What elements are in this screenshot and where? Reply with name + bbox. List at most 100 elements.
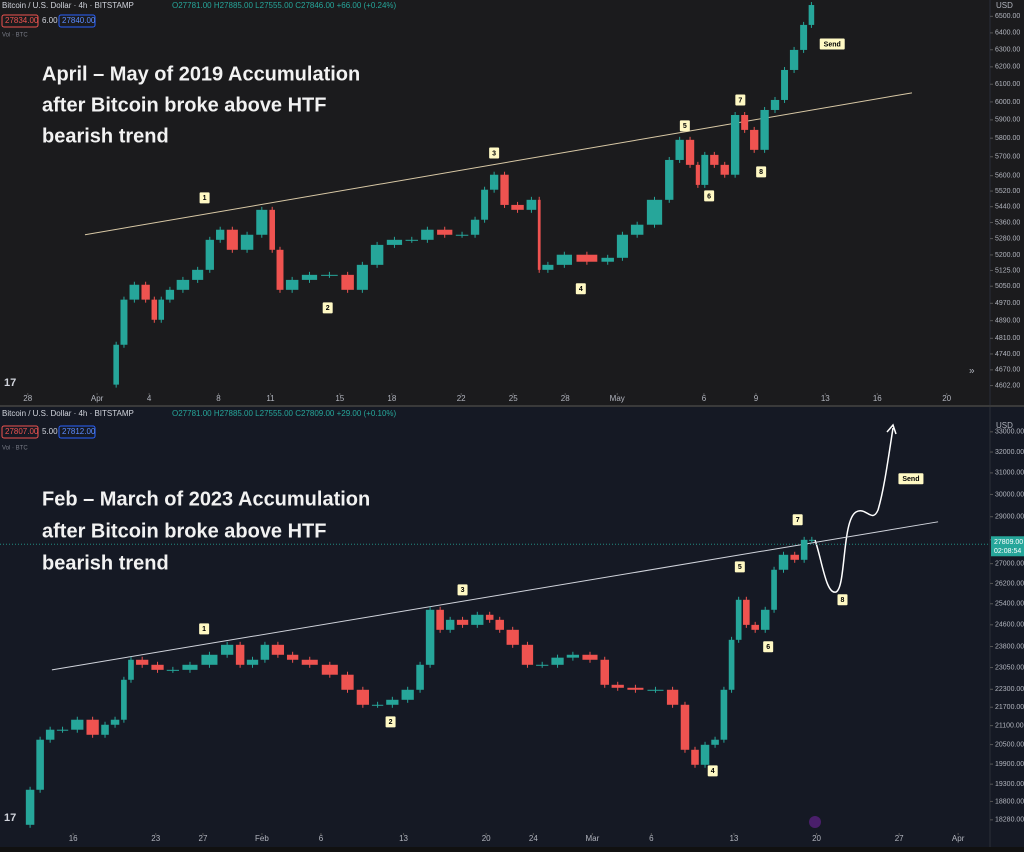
projection-arrow [886, 423, 897, 435]
y-tick-label: 33000.00 [995, 429, 1024, 436]
candle [436, 609, 444, 630]
candle [601, 257, 614, 262]
candle [691, 749, 699, 765]
candle [489, 174, 499, 190]
y-tick-label: 5360.00 [995, 219, 1020, 226]
x-tick-label: 20 [942, 394, 951, 403]
candle [71, 719, 84, 730]
y-tick-label: 19900.00 [995, 761, 1024, 768]
y-tick-label: 5050.00 [995, 283, 1020, 290]
candle [646, 199, 663, 225]
candle [781, 69, 789, 100]
annotation-box [792, 514, 803, 526]
candle [370, 244, 384, 265]
candle [741, 115, 749, 130]
y-tick-label: 5520.00 [995, 188, 1020, 195]
annotation-box [763, 641, 774, 653]
candle [437, 229, 453, 235]
y-tick-label: 4670.00 [995, 367, 1020, 374]
candle [25, 789, 35, 825]
candle [500, 174, 509, 205]
annotation-label: 6 [766, 644, 770, 651]
candle [165, 289, 175, 300]
candle [286, 654, 299, 660]
annotation-box [735, 94, 746, 106]
candle [800, 24, 808, 50]
x-tick-label: 13 [821, 394, 830, 403]
candle [226, 229, 238, 250]
event-icon[interactable] [809, 816, 821, 828]
candle [341, 674, 354, 690]
candle [216, 229, 225, 240]
candle [285, 279, 299, 290]
overlay-title: April – May of 2019 Accumulation [42, 63, 360, 85]
annotation-label: 8 [841, 597, 845, 604]
chart-panel: Bitcoin / U.S. Dollar · 4h · BITSTAMP O27… [1, 1, 1020, 403]
y-tick-label: 5440.00 [995, 204, 1020, 211]
candle [36, 739, 44, 790]
projection-path [814, 427, 894, 593]
annotation-box [199, 623, 210, 635]
candle [808, 539, 815, 541]
x-tick-label: 24 [529, 834, 538, 843]
trendline [84, 92, 913, 236]
y-tick-label: 6300.00 [995, 47, 1020, 54]
chart-panel: Bitcoin / U.S. Dollar · 4h · BITSTAMP O27… [0, 409, 1024, 843]
annotation-box [819, 38, 845, 50]
candle [151, 664, 164, 670]
candle [166, 669, 180, 671]
volume-label: Vol · BTC [2, 33, 28, 39]
scroll-button[interactable]: » [969, 366, 975, 377]
y-tick-label: 23050.00 [995, 664, 1024, 671]
candle [386, 239, 403, 245]
candle [743, 599, 750, 625]
y-tick-label: 24600.00 [995, 622, 1024, 629]
candle [695, 164, 700, 185]
candle [121, 679, 127, 720]
overlay-title: Feb – March of 2023 Accumulation [42, 488, 370, 510]
bottom-panel-background [0, 407, 1024, 847]
annotation-label: 7 [738, 97, 742, 104]
x-tick-label: 16 [69, 834, 78, 843]
candle [760, 109, 769, 150]
countdown: 02:08:54 [994, 548, 1021, 555]
annotation-box [385, 716, 396, 728]
candle [481, 189, 489, 220]
candle [566, 654, 580, 658]
annotation-label: 8 [759, 169, 763, 176]
candle [205, 239, 214, 270]
candle [158, 299, 165, 320]
candle [276, 249, 284, 290]
y-tick-label: 5700.00 [995, 154, 1020, 161]
candle [182, 664, 198, 670]
y-tick-label: 30000.00 [995, 491, 1024, 498]
candle [128, 659, 134, 680]
volume-label: Vol · BTC [2, 446, 28, 452]
annotation-label: 4 [579, 286, 583, 293]
x-tick-label: 6 [649, 834, 654, 843]
annotation-box [756, 166, 767, 178]
logo: 17 [4, 812, 16, 824]
candle [421, 229, 434, 240]
candle [401, 689, 414, 700]
overlay-title: bearish trend [42, 125, 169, 147]
x-tick-label: 13 [729, 834, 738, 843]
x-tick-label: 28 [561, 394, 570, 403]
candle [356, 264, 368, 290]
candle [341, 274, 354, 290]
x-tick-label: 6 [319, 834, 324, 843]
candle [680, 704, 690, 750]
candle [537, 199, 541, 270]
candle [371, 704, 384, 706]
candle [301, 659, 318, 665]
x-tick-label: May [610, 394, 625, 403]
candle [485, 614, 494, 620]
y-tick-label: 6500.00 [995, 13, 1020, 20]
annotation-box [489, 147, 500, 159]
y-tick-label: 5280.00 [995, 235, 1020, 242]
y-tick-label: 18280.00 [995, 817, 1024, 824]
candle [542, 264, 554, 270]
annotation-box [322, 302, 333, 314]
candle [120, 299, 128, 345]
y-tick-label: 26200.00 [995, 580, 1024, 587]
